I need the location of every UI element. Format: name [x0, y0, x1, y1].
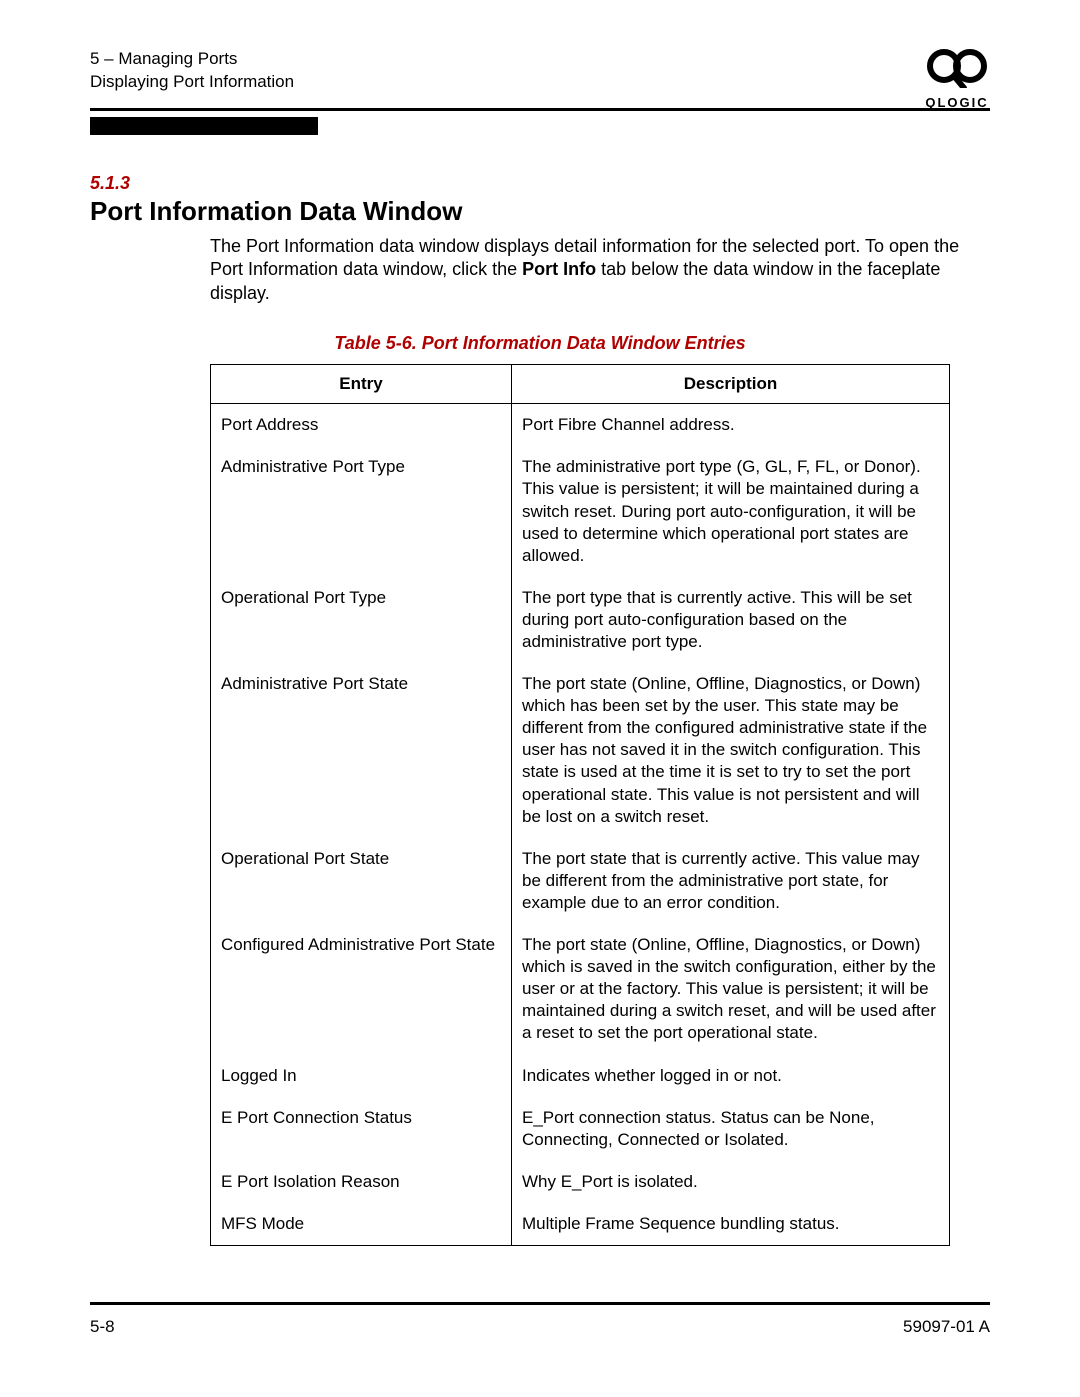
cell-entry: Operational Port Type	[211, 577, 512, 663]
cell-description: The port state (Online, Offline, Diagnos…	[512, 924, 950, 1054]
footer-row: 5-8 59097-01 A	[90, 1317, 990, 1337]
cell-description: Indicates whether logged in or not.	[512, 1055, 950, 1097]
page-header: 5 – Managing Ports Displaying Port Infor…	[90, 48, 990, 110]
cell-entry: Operational Port State	[211, 838, 512, 924]
table-header-entry: Entry	[211, 365, 512, 404]
footer-doc-number: 59097-01 A	[903, 1317, 990, 1337]
cell-description: E_Port connection status. Status can be …	[512, 1097, 950, 1161]
table-header-description: Description	[512, 365, 950, 404]
header-black-tab	[90, 117, 318, 135]
qlogic-logo-icon	[924, 48, 990, 88]
port-info-table: Entry Description Port Address Port Fibr…	[210, 364, 950, 1246]
cell-entry: MFS Mode	[211, 1203, 512, 1246]
table-row: Operational Port State The port state th…	[211, 838, 950, 924]
cell-description: Multiple Frame Sequence bundling status.	[512, 1203, 950, 1246]
cell-entry: Configured Administrative Port State	[211, 924, 512, 1054]
brand-logo: QLOGIC	[924, 48, 990, 110]
table-row: E Port Connection Status E_Port connecti…	[211, 1097, 950, 1161]
table-row: Configured Administrative Port State The…	[211, 924, 950, 1054]
cell-description: The port type that is currently active. …	[512, 577, 950, 663]
table-row: MFS Mode Multiple Frame Sequence bundlin…	[211, 1203, 950, 1246]
cell-entry: E Port Connection Status	[211, 1097, 512, 1161]
cell-entry: Logged In	[211, 1055, 512, 1097]
table-row: Port Address Port Fibre Channel address.	[211, 404, 950, 447]
table-row: E Port Isolation Reason Why E_Port is is…	[211, 1161, 950, 1203]
header-subtitle: Displaying Port Information	[90, 71, 294, 94]
cell-description: Why E_Port is isolated.	[512, 1161, 950, 1203]
header-text-block: 5 – Managing Ports Displaying Port Infor…	[90, 48, 294, 94]
chapter-line: 5 – Managing Ports	[90, 48, 294, 71]
table-row: Administrative Port Type The administrat…	[211, 446, 950, 576]
section-number: 5.1.3	[90, 173, 990, 194]
table-header-row: Entry Description	[211, 365, 950, 404]
table-caption: Table 5-6. Port Information Data Window …	[90, 333, 990, 354]
cell-description: Port Fibre Channel address.	[512, 404, 950, 447]
cell-entry: E Port Isolation Reason	[211, 1161, 512, 1203]
paragraph-bold: Port Info	[522, 259, 596, 279]
section-title: Port Information Data Window	[90, 196, 990, 227]
cell-entry: Administrative Port State	[211, 663, 512, 838]
cell-description: The administrative port type (G, GL, F, …	[512, 446, 950, 576]
table-row: Operational Port Type The port type that…	[211, 577, 950, 663]
cell-description: The port state (Online, Offline, Diagnos…	[512, 663, 950, 838]
cell-description: The port state that is currently active.…	[512, 838, 950, 924]
table-row: Administrative Port State The port state…	[211, 663, 950, 838]
cell-entry: Administrative Port Type	[211, 446, 512, 576]
footer-page-number: 5-8	[90, 1317, 115, 1337]
section-paragraph: The Port Information data window display…	[210, 235, 990, 305]
page-footer: 5-8 59097-01 A	[90, 1302, 990, 1337]
cell-entry: Port Address	[211, 404, 512, 447]
brand-logo-text: QLOGIC	[924, 95, 990, 110]
page: 5 – Managing Ports Displaying Port Infor…	[0, 0, 1080, 1397]
footer-rule	[90, 1302, 990, 1305]
table-row: Logged In Indicates whether logged in or…	[211, 1055, 950, 1097]
header-rule	[90, 108, 990, 111]
